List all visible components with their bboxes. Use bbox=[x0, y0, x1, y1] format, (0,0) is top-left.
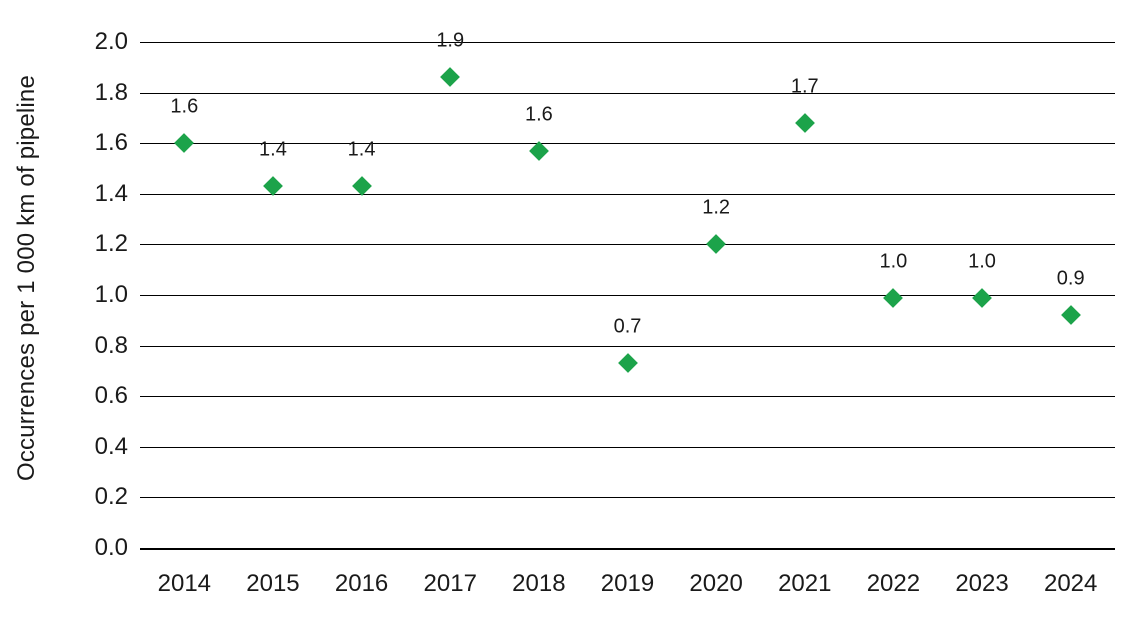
gridline bbox=[140, 345, 1115, 347]
plot-area: 1.6 1.4 1.4 1.9 1.6 0.7 1.2 1.7 1.0 1.0 0.9 bbox=[140, 30, 1115, 550]
y-tick-label: 1.0 bbox=[94, 281, 128, 308]
data-point-label-2017: 1.9 bbox=[436, 29, 465, 52]
x-tick-label-2024: 2024 bbox=[1043, 570, 1098, 597]
data-point-label-2019: 0.7 bbox=[613, 315, 642, 338]
data-point-marker-2023 bbox=[972, 287, 992, 308]
data-point-label-2018: 1.6 bbox=[524, 103, 553, 126]
gridline bbox=[140, 92, 1115, 94]
y-tick-label: 1.8 bbox=[94, 78, 128, 106]
x-tick-label-2021: 2021 bbox=[778, 570, 832, 597]
x-tick-label-2023: 2023 bbox=[955, 570, 1009, 597]
gridline bbox=[140, 244, 1115, 246]
x-axis-line bbox=[140, 548, 1115, 550]
gridline bbox=[140, 295, 1115, 296]
gridline bbox=[140, 143, 1115, 145]
data-point-marker-2021 bbox=[794, 113, 815, 133]
gridline bbox=[140, 497, 1115, 499]
x-tick-label-2016: 2016 bbox=[334, 570, 389, 597]
data-point-label-2023: 1.0 bbox=[968, 250, 996, 273]
data-point-label-2015: 1.4 bbox=[259, 138, 287, 161]
y-axis-title: Occurrences per 1 000 km of pipeline bbox=[13, 74, 40, 482]
y-tick-label: 1.6 bbox=[94, 129, 128, 157]
x-tick-label-2018: 2018 bbox=[512, 570, 566, 597]
x-tick-label-2015: 2015 bbox=[246, 570, 300, 597]
x-tick-label-2017: 2017 bbox=[423, 570, 477, 597]
data-point-marker-2014 bbox=[174, 133, 195, 154]
data-point-label-2021: 1.7 bbox=[790, 75, 819, 98]
data-point-label-2016: 1.4 bbox=[347, 138, 376, 161]
data-point-marker-2022 bbox=[883, 287, 904, 308]
y-tick-label: 0.8 bbox=[94, 331, 128, 359]
gridline bbox=[140, 446, 1115, 448]
data-point-marker-2020 bbox=[706, 234, 727, 255]
y-tick-label: 0.4 bbox=[94, 432, 128, 460]
x-tick-label-2019: 2019 bbox=[600, 570, 655, 597]
x-tick-label-2020: 2020 bbox=[689, 570, 743, 597]
y-tick-label: 2.0 bbox=[94, 28, 128, 55]
gridline bbox=[140, 42, 1115, 43]
data-point-marker-2024 bbox=[1060, 305, 1081, 326]
data-point-label-2020: 1.2 bbox=[702, 196, 731, 219]
data-point-label-2014: 1.6 bbox=[170, 95, 199, 118]
y-tick-label: 1.4 bbox=[94, 179, 128, 207]
y-tick-label: 0.2 bbox=[94, 483, 128, 511]
y-tick-label: 1.2 bbox=[94, 230, 128, 258]
data-point-marker-2019 bbox=[617, 353, 638, 374]
gridline bbox=[140, 396, 1115, 398]
gridline bbox=[140, 193, 1115, 195]
x-tick-label-2014: 2014 bbox=[157, 570, 212, 597]
y-tick-label: 0.0 bbox=[94, 534, 128, 561]
data-point-label-2024: 0.9 bbox=[1056, 267, 1085, 290]
data-point-marker-2017 bbox=[440, 67, 461, 88]
y-tick-label: 0.6 bbox=[94, 382, 128, 410]
x-tick-label-2022: 2022 bbox=[866, 570, 921, 597]
data-point-label-2022: 1.0 bbox=[879, 250, 908, 273]
